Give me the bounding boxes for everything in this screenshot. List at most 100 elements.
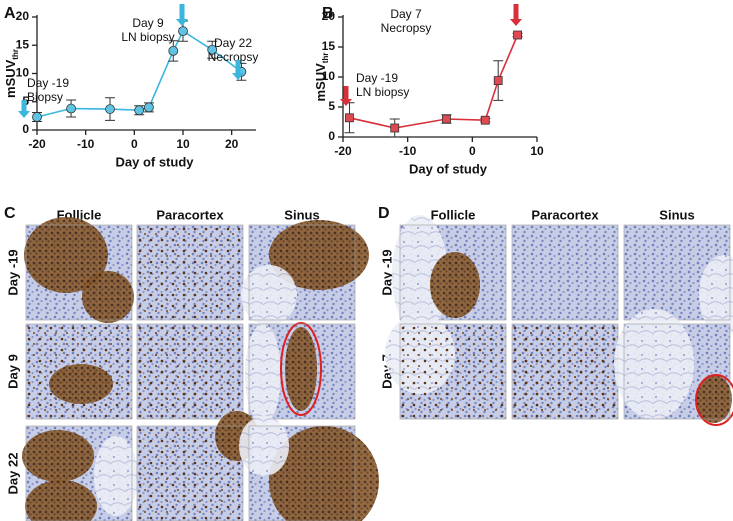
micrograph — [511, 323, 619, 420]
micrograph-border — [248, 323, 356, 420]
annotation: LN biopsy — [121, 30, 174, 44]
panel-label: D — [378, 205, 390, 222]
marker — [390, 123, 400, 133]
stain — [400, 324, 506, 419]
y-tick-label: 0 — [328, 129, 335, 143]
micrograph — [245, 322, 356, 424]
panel-label: C — [4, 205, 16, 222]
y-tick-label: 20 — [322, 9, 336, 23]
y-axis-label: mSUVthr — [313, 53, 330, 102]
row-label: Day -19 — [379, 249, 394, 295]
stain — [614, 309, 694, 419]
y-tick-label: 0 — [22, 122, 29, 136]
micrograph-border — [399, 323, 507, 420]
micrograph-border — [136, 323, 244, 420]
marker — [66, 103, 76, 114]
arrow — [18, 100, 30, 118]
stain — [25, 480, 97, 521]
marker — [178, 26, 188, 37]
panel-label: A — [4, 5, 16, 22]
annotation: Necropsy — [381, 21, 432, 35]
micrograph — [22, 425, 138, 521]
x-tick-label: 0 — [469, 144, 476, 158]
annotation: Day 22 — [214, 36, 252, 50]
micrograph — [623, 224, 733, 335]
stain — [22, 430, 94, 482]
marker — [480, 115, 490, 125]
micrograph-bg — [512, 225, 618, 320]
x-tick-label: 20 — [225, 137, 239, 151]
micrograph — [511, 224, 619, 321]
micrograph-border — [399, 224, 507, 321]
x-tick-label: 0 — [131, 137, 138, 151]
micrograph — [136, 224, 244, 321]
x-tick-label: -10 — [399, 144, 417, 158]
arrow — [176, 4, 188, 26]
stain — [512, 324, 618, 419]
micrograph — [392, 215, 507, 335]
micrograph — [136, 411, 259, 521]
stain — [137, 225, 243, 320]
marker — [513, 30, 522, 40]
row-label: Day 22 — [5, 453, 20, 495]
stain — [699, 255, 733, 335]
marker — [442, 114, 451, 124]
y-tick-label: 5 — [328, 99, 335, 113]
arrow — [510, 4, 522, 26]
marker — [105, 104, 115, 114]
micrograph-border — [511, 224, 619, 321]
marker — [345, 113, 354, 123]
stain — [392, 215, 448, 335]
x-tick-label: -20 — [28, 137, 46, 151]
x-tick-label: -20 — [334, 144, 352, 158]
annotation: Day 9 — [132, 16, 164, 30]
x-tick-label: 10 — [530, 144, 544, 158]
micrograph-border — [25, 224, 133, 321]
stain — [696, 375, 732, 423]
micrograph-border — [25, 425, 133, 521]
y-axis-label: mSUVthr — [3, 49, 20, 98]
marker — [207, 44, 218, 55]
y-tick-label: 15 — [322, 39, 336, 53]
x-axis-label: Day of study — [409, 161, 488, 176]
panel-label: B — [322, 5, 334, 22]
annotation: Day -19 — [356, 71, 398, 85]
micrograph-border — [136, 224, 244, 321]
micrograph-border — [623, 323, 731, 420]
marker — [32, 112, 42, 122]
micrograph-border — [248, 425, 356, 521]
stain — [269, 220, 369, 290]
micrograph — [24, 217, 134, 323]
annotation: LN biopsy — [356, 85, 409, 99]
y-axis-label-main: mSUV — [313, 63, 328, 102]
column-header: Sinus — [659, 207, 694, 222]
stain — [245, 324, 281, 424]
arrow — [232, 60, 244, 80]
micrograph-border — [25, 323, 133, 420]
stain — [269, 426, 379, 521]
y-axis-label-sub: thr — [321, 53, 330, 64]
stain — [82, 271, 134, 323]
stain — [430, 252, 480, 318]
marker — [168, 46, 179, 56]
y-axis-label-main: mSUV — [3, 59, 18, 98]
stain — [24, 217, 108, 293]
micrograph — [25, 323, 133, 420]
annotation: Biopsy — [27, 90, 63, 104]
stain — [239, 416, 289, 476]
y-tick-label: 20 — [16, 9, 30, 23]
column-header: Sinus — [284, 207, 319, 222]
row-label: Day 9 — [5, 354, 20, 389]
micrograph — [136, 323, 244, 420]
micrograph — [385, 314, 507, 420]
micrograph — [241, 220, 369, 325]
column-header: Follicle — [431, 207, 476, 222]
x-tick-label: -10 — [77, 137, 95, 151]
micrograph-border — [248, 224, 356, 321]
micrograph — [239, 416, 379, 521]
marker — [134, 105, 145, 116]
micrograph-border — [136, 425, 244, 521]
y-tick-label: 10 — [16, 66, 30, 80]
stain — [94, 436, 138, 516]
